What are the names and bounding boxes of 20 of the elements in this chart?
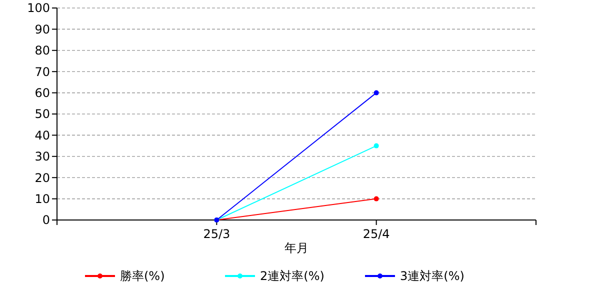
point [374, 196, 379, 202]
y-tick-label: 20 [34, 170, 50, 185]
point [374, 143, 379, 148]
y-tick-label: 30 [34, 150, 50, 164]
legend-label: 3連対率(%) [400, 269, 464, 284]
y-tick-label: 50 [34, 107, 50, 122]
x-axis-title: 年月 [284, 241, 308, 255]
y-tick-label: 90 [34, 22, 50, 36]
x-tick-label: 25/4 [362, 227, 390, 241]
y-tick-label: 100 [27, 1, 50, 16]
y-tick-label: 0 [42, 213, 50, 228]
point [374, 90, 379, 96]
y-tick-label: 40 [34, 128, 50, 142]
y-tick-label: 80 [34, 44, 50, 58]
x-tick-label: 25/3 [203, 227, 230, 241]
y-tick-label: 10 [34, 192, 50, 206]
legend-label: 勝率(%) [120, 269, 165, 284]
legend-label: 2連対率(%) [260, 269, 324, 284]
y-tick-label: 60 [34, 86, 50, 100]
y-tick-label: 70 [34, 64, 50, 79]
